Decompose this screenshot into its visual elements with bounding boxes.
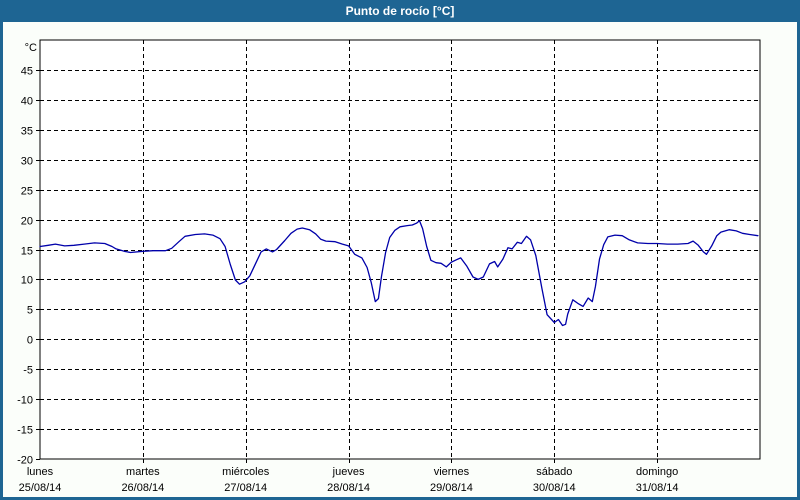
x-day-label: viernes xyxy=(434,466,470,478)
x-date-label: 30/08/14 xyxy=(533,482,576,494)
y-tick-label: 10 xyxy=(21,275,33,287)
plot-frame xyxy=(39,39,761,460)
y-tick-label: 35 xyxy=(21,126,33,138)
x-date-label: 29/08/14 xyxy=(430,482,473,494)
y-tick-label: 15 xyxy=(21,246,33,258)
dew-point-line xyxy=(39,220,759,327)
y-tick-label: -15 xyxy=(17,425,33,437)
x-day-label: domingo xyxy=(636,466,678,478)
x-date-label: 25/08/14 xyxy=(19,482,62,494)
y-tick-label: 40 xyxy=(21,96,33,108)
x-date-label: 31/08/14 xyxy=(636,482,679,494)
y-tick-label: 5 xyxy=(27,305,33,317)
x-date-label: 27/08/14 xyxy=(224,482,267,494)
y-tick-label: -5 xyxy=(23,365,33,377)
x-day-label: sábado xyxy=(536,466,572,478)
chart-titlebar: Punto de rocío [°C] xyxy=(0,0,800,22)
y-tick-label: -20 xyxy=(17,455,33,467)
x-day-label: jueves xyxy=(332,466,365,478)
x-day-label: lunes xyxy=(27,466,54,478)
y-tick-label: 0 xyxy=(27,335,33,347)
chart-content: 45 40 35 30 25 20 15 10 5 0 -5 -10 -15 -20 °C lunes 25/0… xyxy=(3,22,797,497)
y-tick-label: 20 xyxy=(21,216,33,228)
x-day-label: miércoles xyxy=(222,466,270,478)
x-date-label: 26/08/14 xyxy=(121,482,164,494)
y-tick-label: -10 xyxy=(17,395,33,407)
dew-point-chart: 45 40 35 30 25 20 15 10 5 0 -5 -10 -15 -20 °C lunes 25/0… xyxy=(17,39,761,494)
y-axis-unit-label: °C xyxy=(25,42,37,54)
y-tick-label: 25 xyxy=(21,186,33,198)
chart-title: Punto de rocío [°C] xyxy=(345,4,455,18)
y-tick-label: 45 xyxy=(21,66,33,78)
x-day-label: martes xyxy=(126,466,160,478)
x-date-label: 28/08/14 xyxy=(327,482,370,494)
y-tick-label: 30 xyxy=(21,156,33,168)
